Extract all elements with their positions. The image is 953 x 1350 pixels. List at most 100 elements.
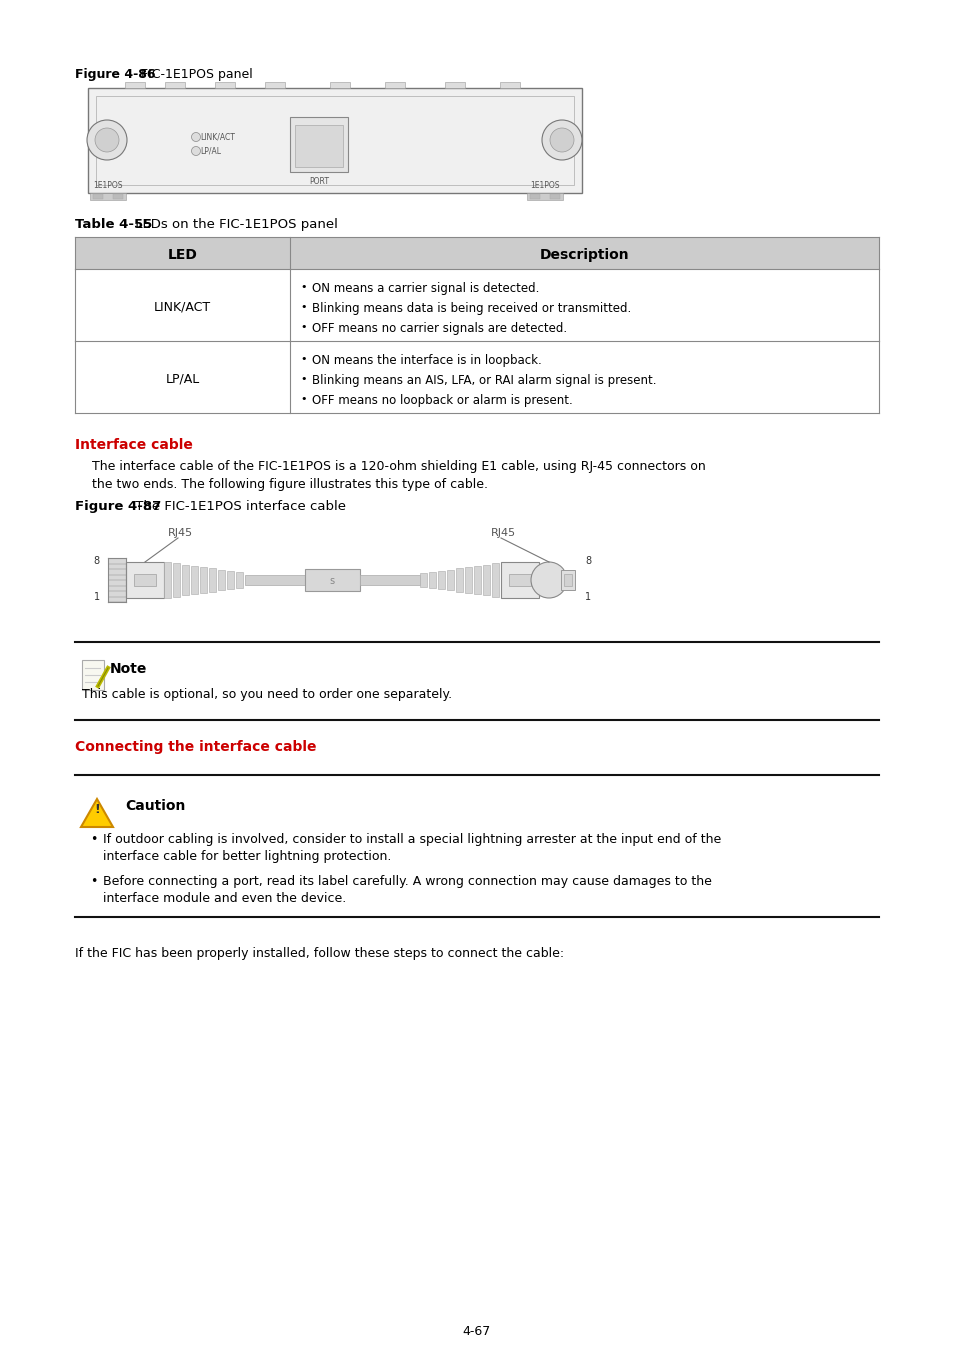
Text: •: • [299, 354, 306, 364]
Text: The interface cable of the FIC-1E1POS is a 120-ohm shielding E1 cable, using RJ-: The interface cable of the FIC-1E1POS is… [91, 460, 705, 472]
Text: Before connecting a port, read its label carefully. A wrong connection may cause: Before connecting a port, read its label… [103, 875, 711, 888]
Text: •: • [299, 323, 306, 332]
Bar [218, 570, 225, 590]
Text: LEDs on the FIC-1E1POS panel: LEDs on the FIC-1E1POS panel [131, 217, 337, 231]
Bar [126, 562, 164, 598]
Text: The FIC-1E1POS interface cable: The FIC-1E1POS interface cable [131, 500, 346, 513]
Bar [509, 574, 531, 586]
Text: Figure 4-87: Figure 4-87 [75, 500, 161, 513]
Text: PORT: PORT [309, 177, 329, 186]
Bar [235, 572, 243, 587]
Text: This cable is optional, so you need to order one separately.: This cable is optional, so you need to o… [82, 688, 452, 701]
Bar [182, 564, 189, 595]
Text: OFF means no loopback or alarm is present.: OFF means no loopback or alarm is presen… [312, 394, 572, 406]
Text: Description: Description [539, 248, 629, 262]
Bar [456, 568, 462, 591]
Bar [330, 82, 350, 88]
Bar [500, 562, 538, 598]
Text: If outdoor cabling is involved, consider to install a special lightning arrester: If outdoor cabling is involved, consider… [103, 833, 720, 846]
Bar [444, 82, 464, 88]
Text: Blinking means data is being received or transmitted.: Blinking means data is being received or… [312, 302, 631, 315]
Bar [359, 575, 419, 585]
Bar [437, 571, 444, 589]
Text: s: s [329, 576, 335, 586]
Circle shape [541, 120, 581, 161]
Bar [214, 82, 234, 88]
Text: LINK/ACT: LINK/ACT [200, 134, 234, 142]
Bar [165, 82, 185, 88]
Bar [464, 567, 472, 593]
Text: !: ! [94, 803, 100, 815]
Bar [294, 126, 343, 167]
Circle shape [531, 562, 566, 598]
Text: FIC-1E1POS panel: FIC-1E1POS panel [137, 68, 253, 81]
Bar [96, 96, 574, 185]
Text: interface cable for better lightning protection.: interface cable for better lightning pro… [103, 850, 391, 863]
Text: 8: 8 [93, 556, 100, 566]
Polygon shape [81, 799, 112, 828]
Bar [108, 586, 126, 590]
Bar [492, 563, 498, 597]
Bar [191, 566, 198, 594]
Bar [172, 563, 180, 597]
Bar [227, 571, 233, 589]
Text: 4-67: 4-67 [462, 1324, 491, 1338]
Bar [108, 580, 126, 585]
Bar [82, 660, 104, 690]
Text: 1: 1 [584, 593, 591, 602]
Text: Interface cable: Interface cable [75, 437, 193, 452]
Bar [429, 572, 436, 587]
Text: interface module and even the device.: interface module and even the device. [103, 892, 346, 904]
Circle shape [87, 120, 127, 161]
Text: RJ45: RJ45 [491, 528, 516, 539]
Text: OFF means no carrier signals are detected.: OFF means no carrier signals are detecte… [312, 323, 566, 335]
Text: the two ends. The following figure illustrates this type of cable.: the two ends. The following figure illus… [91, 478, 488, 491]
Bar [92, 194, 103, 198]
Bar [108, 597, 126, 601]
Text: LP/AL: LP/AL [165, 373, 199, 385]
Text: •: • [90, 875, 97, 888]
Bar [75, 238, 878, 269]
Circle shape [95, 128, 119, 153]
Circle shape [192, 147, 200, 155]
Text: 1: 1 [93, 593, 100, 602]
Bar [112, 194, 123, 198]
Bar [560, 570, 575, 590]
Bar [530, 194, 539, 198]
Bar [108, 575, 126, 579]
Bar [108, 563, 126, 568]
Bar [200, 567, 207, 593]
Bar [108, 568, 126, 574]
Text: •: • [90, 833, 97, 846]
Text: RJ45: RJ45 [168, 528, 193, 539]
Bar [550, 194, 559, 198]
Bar [108, 558, 126, 563]
Bar [265, 82, 285, 88]
Circle shape [192, 132, 200, 142]
Text: 1E1POS: 1E1POS [530, 181, 558, 190]
Bar [164, 562, 171, 598]
Text: •: • [299, 282, 306, 292]
Text: ON means the interface is in loopback.: ON means the interface is in loopback. [312, 354, 541, 367]
Text: Figure 4-86: Figure 4-86 [75, 68, 155, 81]
Bar [447, 570, 454, 590]
Text: LED: LED [168, 248, 197, 262]
Text: LP/AL: LP/AL [200, 147, 221, 157]
Bar [88, 88, 581, 193]
Bar [133, 574, 156, 586]
Text: Connecting the interface cable: Connecting the interface cable [75, 740, 316, 755]
Text: Blinking means an AIS, LFA, or RAI alarm signal is present.: Blinking means an AIS, LFA, or RAI alarm… [312, 374, 656, 387]
Text: •: • [299, 302, 306, 312]
Text: •: • [299, 394, 306, 404]
Bar [474, 566, 480, 594]
Circle shape [550, 128, 574, 153]
Text: Note: Note [110, 662, 147, 676]
Bar [90, 193, 126, 200]
Bar [305, 568, 359, 591]
Bar [499, 82, 519, 88]
Bar [419, 574, 427, 587]
Text: Caution: Caution [125, 799, 185, 813]
Text: ON means a carrier signal is detected.: ON means a carrier signal is detected. [312, 282, 538, 296]
Bar [290, 117, 348, 171]
Bar [526, 193, 562, 200]
